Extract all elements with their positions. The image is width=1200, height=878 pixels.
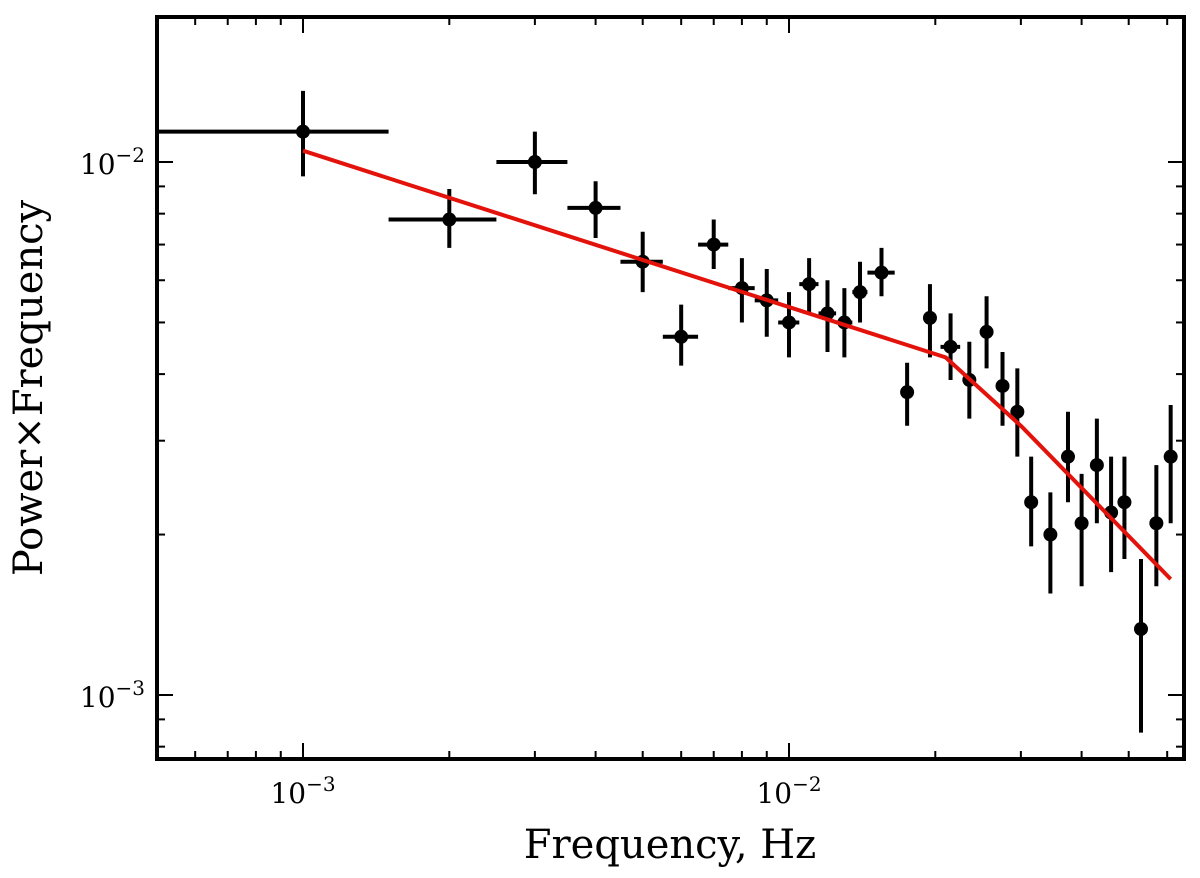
data-point	[900, 362, 915, 426]
data-point	[620, 231, 663, 293]
data-point	[995, 352, 1010, 426]
data-point	[1043, 492, 1058, 594]
data-marker	[1089, 458, 1104, 473]
data-point	[1060, 411, 1075, 503]
data-point	[1133, 558, 1148, 733]
data-point	[1163, 405, 1178, 524]
x-tick-label: 10−2	[756, 772, 821, 810]
data-marker	[853, 285, 868, 300]
y-tick-label: 10−3	[80, 676, 145, 714]
x-tick-label: 10−3	[270, 772, 335, 810]
data-point	[496, 131, 568, 195]
data-point	[922, 284, 937, 358]
y-tick-label: 10−2	[80, 143, 145, 181]
data-marker	[442, 212, 457, 227]
data-marker	[1163, 449, 1178, 464]
data-marker	[900, 385, 915, 400]
data-point	[662, 304, 699, 366]
data-point	[852, 261, 868, 323]
data-marker	[1133, 621, 1148, 636]
model-line	[302, 148, 1173, 581]
data-point	[157, 90, 389, 177]
data-marker	[782, 315, 796, 330]
data-point	[567, 181, 621, 239]
plot-frame	[155, 15, 1186, 761]
data-marker	[1010, 404, 1025, 419]
data-marker	[874, 265, 889, 280]
data-marker	[588, 200, 603, 215]
major-ticks	[157, 17, 1184, 759]
data-point	[1074, 473, 1089, 587]
data-point	[698, 219, 729, 269]
data-point	[940, 313, 961, 380]
model-layer	[302, 148, 1173, 581]
data-point	[867, 247, 895, 297]
data-marker	[943, 339, 958, 354]
data-marker	[922, 310, 937, 325]
data-marker	[1074, 516, 1089, 531]
data-layer	[157, 90, 1178, 733]
tick-labels: 10−3 10−2 10−2 10−3	[80, 143, 822, 810]
data-marker	[527, 155, 542, 169]
data-point	[1024, 456, 1039, 547]
data-point	[1010, 368, 1025, 457]
data-marker	[674, 329, 689, 344]
data-marker	[1060, 449, 1075, 464]
data-point	[778, 292, 800, 358]
data-marker	[1117, 495, 1132, 510]
data-point	[1117, 456, 1132, 559]
x-axis-label: Frequency, Hz	[524, 822, 816, 868]
data-point	[979, 296, 994, 369]
minor-ticks	[157, 17, 1184, 759]
data-marker	[995, 378, 1010, 393]
data-marker	[802, 277, 817, 292]
data-marker	[1149, 516, 1164, 531]
data-marker	[1043, 527, 1058, 542]
y-axis-label: Power×Frequency	[6, 199, 52, 576]
data-marker	[1024, 495, 1039, 510]
data-marker	[706, 237, 721, 252]
data-point	[388, 188, 497, 248]
data-marker	[979, 324, 994, 339]
data-marker	[296, 124, 310, 139]
data-point	[799, 258, 819, 314]
